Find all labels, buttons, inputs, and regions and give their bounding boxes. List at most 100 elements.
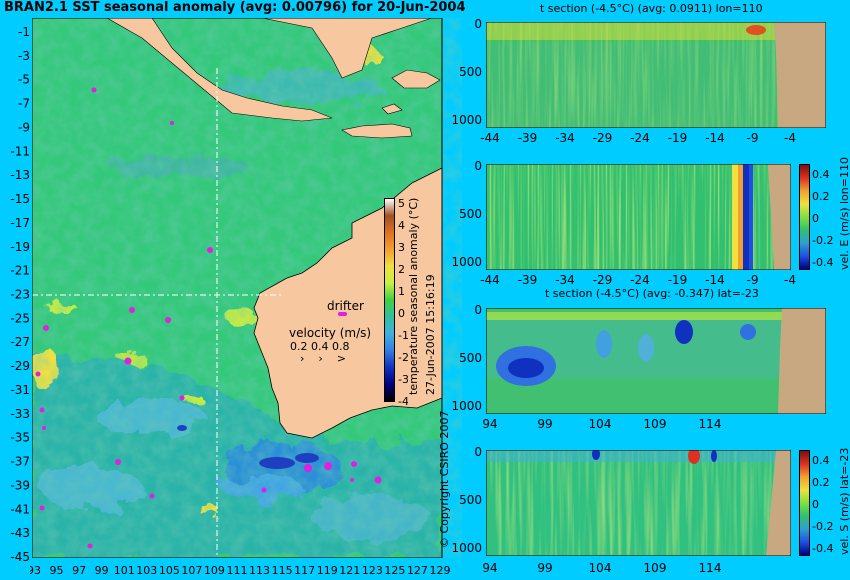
velocity-colorbar-tick-label: -0.4 <box>812 542 833 555</box>
panel-x-tick-label: 114 <box>699 561 722 575</box>
panel3-yaxis: 0 500 1000 <box>451 303 482 413</box>
panel-x-tick-label: 99 <box>537 561 552 575</box>
map-lon-tick-label: 93 <box>30 564 41 577</box>
panel-y-tick-label: 0 <box>474 159 482 173</box>
map-lat-tick-label: -19 <box>10 240 30 254</box>
panel3-xaxis: 94 99 104 109 114 <box>482 417 722 431</box>
map-lat-tick-label: -33 <box>10 407 30 421</box>
map-lon-tick-label: 117 <box>294 564 315 577</box>
panel2-yaxis: 0 500 1000 <box>451 159 482 269</box>
panel2-colorbar-ticks: 0.4 0.2 0 -0.2 -0.4 <box>812 168 833 269</box>
panel-x-tick-label: 104 <box>589 417 612 431</box>
panel-x-tick-label: -19 <box>668 131 688 145</box>
drifter-legend-marker <box>338 312 347 316</box>
panel4-yaxis: 0 500 1000 <box>451 445 482 555</box>
map-lat-axis: -1 -3 -5 -7 -9 -11 -13 -15 -17 -19 -21 -23 -25 -27 -29… <box>10 25 30 564</box>
map-lat-tick-label: -5 <box>18 73 30 87</box>
panel-x-tick-label: -29 <box>593 273 613 287</box>
velocity-colorbar-tick-label: -0.2 <box>812 520 833 533</box>
panel-y-tick-label: 0 <box>474 303 482 317</box>
indonesia-land <box>106 18 333 122</box>
map-lon-tick-label: 115 <box>272 564 293 577</box>
panel-x-tick-label: -14 <box>705 131 725 145</box>
panel-x-tick-label: -4 <box>784 131 796 145</box>
map-colorbar-tick-label: -1 <box>398 329 408 342</box>
drifter-legend-label: drifter <box>327 299 364 313</box>
map-lon-tick-label: 127 <box>407 564 428 577</box>
map-lat-tick-label: -23 <box>10 288 30 302</box>
map-lat-tick-label: -35 <box>10 431 30 445</box>
panel-x-tick-label: -34 <box>555 131 575 145</box>
map-lat-tick-label: -1 <box>18 25 30 39</box>
velocity-colorbar-tick-label: 0 <box>812 212 819 225</box>
map-lat-tick-label: -31 <box>10 383 30 397</box>
velocity-colorbar-tick-label: -0.4 <box>812 256 833 269</box>
panel-x-tick-label: 94 <box>482 561 497 575</box>
map-lat-tick-label: -17 <box>10 216 30 230</box>
panel-x-tick-label: 94 <box>482 417 497 431</box>
panel4-colorbar <box>799 450 810 556</box>
panel-x-tick-label: -39 <box>518 273 538 287</box>
map-colorbar <box>384 198 395 402</box>
map-lat-tick-label: -21 <box>10 264 30 278</box>
sst-anomaly-map[interactable] <box>32 18 462 558</box>
velocity-legend-values: 0.2 0.4 0.8 <box>290 340 350 353</box>
panel-x-tick-label: -34 <box>555 273 575 287</box>
map-colorbar-label: temperature seasonal anomaly (°C) <box>407 197 420 395</box>
panel1-xaxis: -44 -39 -34 -29 -24 -19 -14 -9 -4 <box>480 131 796 145</box>
main-title: BRAN2.1 SST seasonal anomaly (avg: 0.007… <box>4 0 466 15</box>
panel-y-tick-label: 0 <box>474 17 482 31</box>
map-lon-axis: 93 95 97 99 101 103 105 107 109 111 113 115 117 119 12… <box>30 564 450 577</box>
map-colorbar-tick-label: -2 <box>398 351 408 364</box>
map-lat-tick-label: -41 <box>10 502 30 516</box>
panel4-colorbar-label: vel. S (m/s) lat=-23 <box>838 447 850 555</box>
panel-y-tick-label: 500 <box>459 207 482 221</box>
map-colorbar-tick-label: 1 <box>398 285 405 298</box>
panel-y-tick-label: 1000 <box>451 255 482 269</box>
panel-x-tick-label: 114 <box>699 417 722 431</box>
velocity-colorbar-tick-label: -0.2 <box>812 234 833 247</box>
panel-x-tick-label: 109 <box>644 561 667 575</box>
map-lat-tick-label: -15 <box>10 192 30 206</box>
panel-y-tick-label: 500 <box>459 351 482 365</box>
map-colorbar-tick-label: -4 <box>398 395 408 408</box>
map-lat-tick-label: -13 <box>10 168 30 182</box>
panel-x-tick-label: -44 <box>480 131 500 145</box>
map-lat-tick-label: -27 <box>10 335 30 349</box>
map-lon-tick-label: 95 <box>50 564 64 577</box>
velocity-colorbar-tick-label: 0.4 <box>812 168 830 181</box>
panel4-plot[interactable] <box>486 450 791 556</box>
map-lat-tick-label: -9 <box>18 120 30 134</box>
panel-x-tick-label: -14 <box>705 273 725 287</box>
velocity-colorbar-tick-label: 0.4 <box>812 454 830 467</box>
map-colorbar-tick-label: 5 <box>398 197 405 210</box>
australia-land <box>253 167 443 439</box>
map-colorbar-tick-label: 3 <box>398 241 405 254</box>
velocity-legend-title: velocity (m/s) <box>289 326 372 340</box>
panel-y-tick-label: 1000 <box>451 399 482 413</box>
map-lon-tick-label: 125 <box>384 564 405 577</box>
map-lon-tick-label: 99 <box>95 564 109 577</box>
map-lat-tick-label: -25 <box>10 311 30 325</box>
panel1-plot[interactable] <box>486 22 826 128</box>
map-lat-tick-label: -11 <box>10 144 30 158</box>
panel-x-tick-label: -24 <box>630 273 650 287</box>
panel3-plot[interactable] <box>486 308 826 414</box>
map-lon-tick-label: 107 <box>181 564 202 577</box>
panel2-plot[interactable] <box>486 164 791 270</box>
panel-x-tick-label: 109 <box>644 417 667 431</box>
velocity-colorbar-tick-label: 0.2 <box>812 190 830 203</box>
map-lon-tick-label: 103 <box>136 564 157 577</box>
map-lat-tick-label: -45 <box>10 550 30 564</box>
velocity-legend-arrows: › › > <box>300 352 346 365</box>
panel3-title: t section (-4.5°C) (avg: -0.347) lat=-23 <box>545 287 759 300</box>
panel4-colorbar-ticks: 0.4 0.2 0 -0.2 -0.4 <box>812 454 833 555</box>
panel-x-tick-label: 99 <box>537 417 552 431</box>
panel-y-tick-label: 0 <box>474 445 482 459</box>
velocity-colorbar-tick-label: 0 <box>812 498 819 511</box>
panel-x-tick-label: -9 <box>747 131 759 145</box>
map-lon-tick-label: 109 <box>204 564 225 577</box>
panel-y-tick-label: 500 <box>459 493 482 507</box>
panel1-title: t section (-4.5°C) (avg: 0.0911) lon=110 <box>540 2 763 15</box>
panel-x-tick-label: -24 <box>630 131 650 145</box>
